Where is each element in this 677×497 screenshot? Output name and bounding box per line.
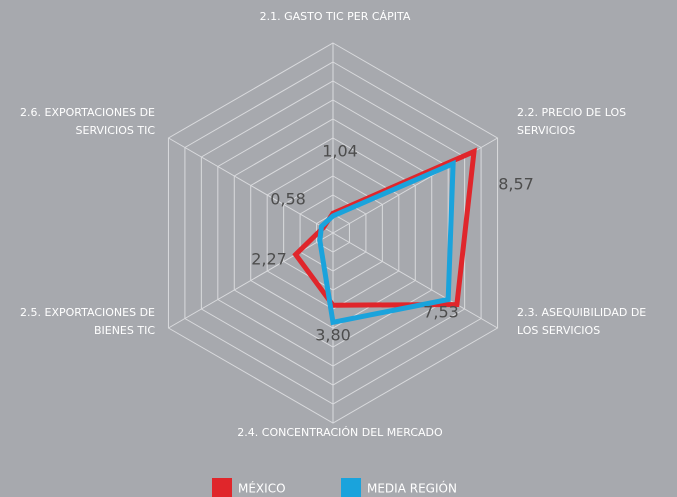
axis-spoke [168, 232, 334, 329]
legend-label: MÉXICO [238, 481, 286, 496]
axis-label: 2.6. EXPORTACIONES DE [20, 106, 155, 119]
axis-spoke [168, 137, 334, 234]
data-label: 1,04 [322, 142, 358, 161]
axis-label: BIENES TIC [94, 324, 155, 337]
legend-swatch [341, 478, 361, 497]
axis-label: 2.3. ASEQUIBILIDAD DE [517, 306, 646, 319]
axis-label: SERVICIOS [517, 124, 575, 137]
axis-label: 2.1. GASTO TIC PER CÁPITA [260, 10, 411, 23]
data-label: 8,57 [498, 175, 534, 194]
data-label: 7,53 [423, 303, 459, 322]
data-label: 2,27 [251, 250, 287, 269]
axis-label: 2.5. EXPORTACIONES DE [20, 306, 155, 319]
legend-swatch [212, 478, 232, 497]
axis-label: LOS SERVICIOS [517, 324, 600, 337]
axis-label: 2.2. PRECIO DE LOS [517, 106, 626, 119]
data-label: 0,58 [270, 190, 306, 209]
axis-label: SERVICIOS TIC [76, 124, 156, 137]
legend-label: MEDIA REGIÓN [367, 481, 457, 496]
axis-spoke [332, 232, 498, 329]
axis-label: 2.4. CONCENTRACIÓN DEL MERCADO [237, 426, 443, 439]
series-line [317, 159, 456, 326]
data-label: 3,80 [315, 326, 351, 345]
